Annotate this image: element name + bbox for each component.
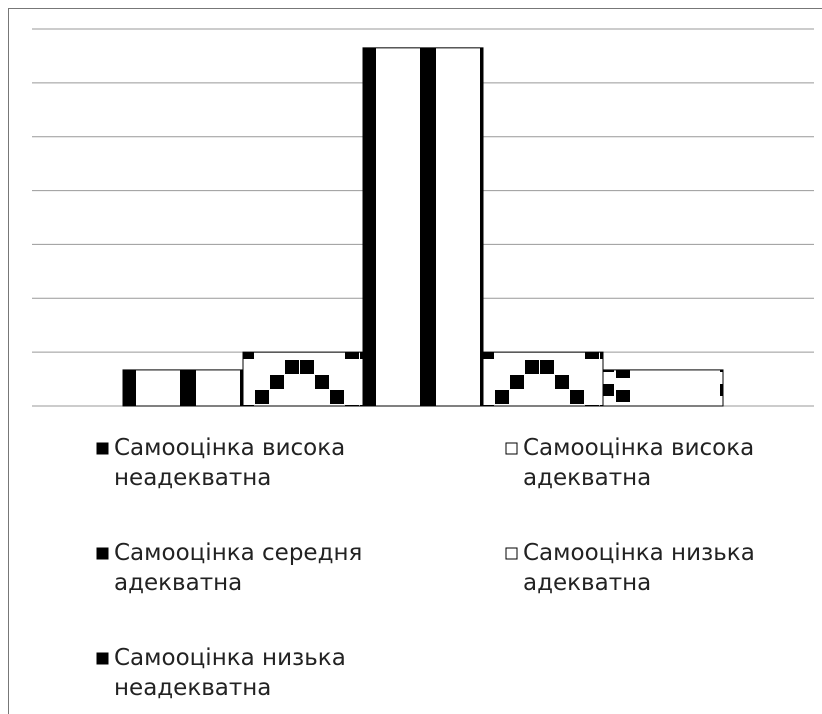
bar <box>362 47 484 407</box>
legend-item: Самооцінка низька адекватна <box>505 538 805 598</box>
legend-item: Самооцінка середня адекватна <box>96 538 396 598</box>
legend-label: Самооцінка низька неадекватна <box>114 645 346 701</box>
legend-label: Самооцінка середня адекватна <box>114 540 363 596</box>
legend-swatch <box>505 442 518 455</box>
legend-swatch <box>96 547 109 560</box>
legend-item: Самооцінка висока неадекватна <box>96 433 396 493</box>
legend-item: Самооцінка низька неадекватна <box>96 643 396 703</box>
legend-swatch <box>505 547 518 560</box>
legend-label: Самооцінка висока адекватна <box>523 435 755 491</box>
bar <box>242 351 364 407</box>
bar <box>122 369 244 407</box>
legend-swatch <box>96 652 109 665</box>
legend-label: Самооцінка низька адекватна <box>523 540 755 596</box>
bar <box>602 369 724 407</box>
bar <box>482 351 604 407</box>
legend-swatch <box>96 442 109 455</box>
frame <box>8 8 822 714</box>
legend-label: Самооцінка висока неадекватна <box>114 435 346 491</box>
legend-item: Самооцінка висока адекватна <box>505 433 805 493</box>
